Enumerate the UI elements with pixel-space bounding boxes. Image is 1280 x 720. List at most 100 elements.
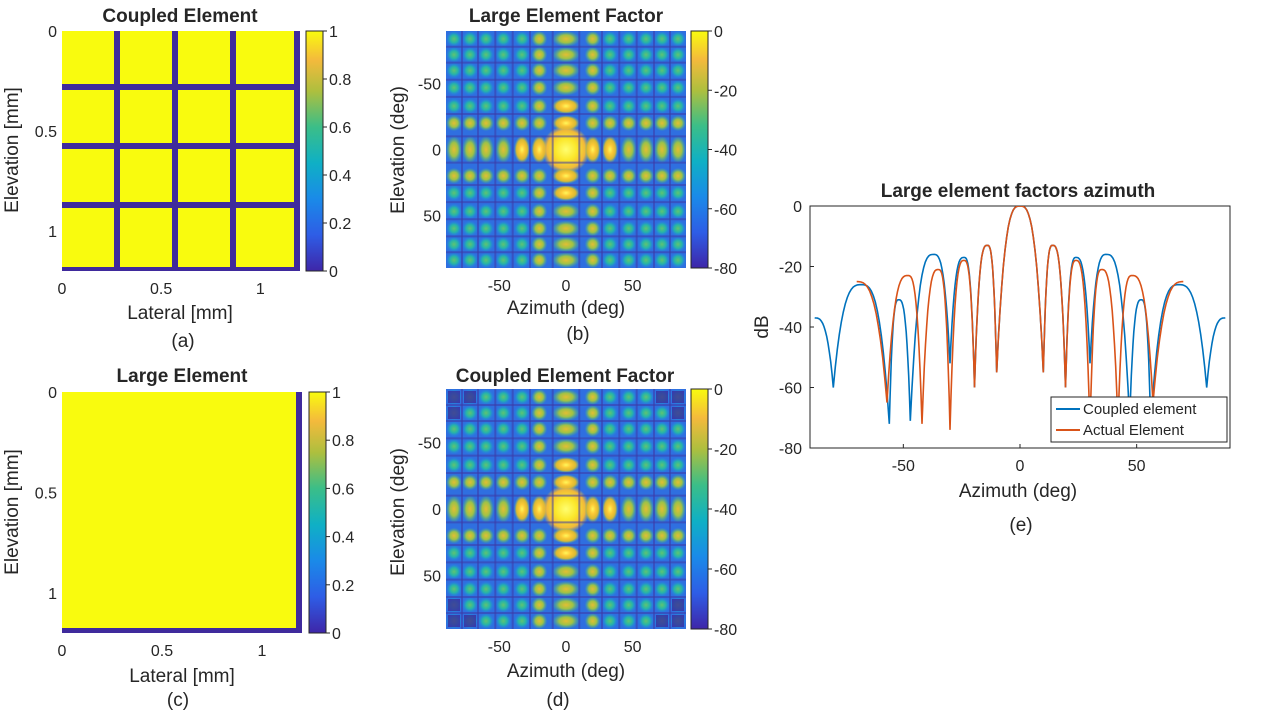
lobe [638,62,654,79]
colorbar-tick-label: -80 [714,622,737,639]
colorbar-tick-label: -20 [714,83,737,100]
lobe [495,581,512,597]
corner-null [656,391,668,403]
lobe [495,252,512,268]
panel-a-caption: (a) [171,331,194,352]
lobe [620,495,637,523]
x-tick-label: 0.5 [150,281,172,298]
lobe [495,203,512,220]
lobe [638,581,654,597]
lobe [462,46,478,63]
lobe [478,236,494,253]
lobe [670,98,686,115]
lobe [495,98,512,115]
colorbar-tick-label: -40 [714,143,737,160]
element-cell [236,90,294,143]
colorbar-tick-label: 0 [329,264,338,281]
lobe [446,31,462,47]
x-tick-label: -50 [488,278,511,295]
panel-d-ylabel: Elevation (deg) [388,448,409,576]
colorbar-tick-label: -60 [714,562,737,579]
colorbar-tick-label: -40 [714,502,737,519]
lobe [602,220,618,237]
lobe [654,421,670,437]
lobe [495,438,512,455]
lobe [446,98,462,115]
panel-b-caption: (b) [566,324,589,345]
lobe [478,457,494,473]
lobe [670,62,686,79]
lobe-field [446,31,686,268]
lobe [584,115,601,132]
lobe [552,581,580,597]
lobe [620,421,637,437]
lobe [462,167,478,184]
lobe [552,527,580,544]
lobe [552,405,580,421]
panel-d-colorbar: 0 -20 -40 -60 -80 [690,382,737,639]
y-tick-label: -40 [779,320,802,337]
lobe [584,405,601,421]
panel-a-xlabel: Lateral [mm] [127,303,233,324]
lobe [478,203,494,220]
lobe [602,597,618,613]
colorbar-tick-label: 0.6 [332,481,354,498]
lobe [478,597,494,613]
panel-c-x-ticks: 0 0.5 1 [58,643,267,660]
lobe [478,115,494,132]
lobe [514,389,530,405]
lobe [478,98,494,115]
lobe [495,474,512,491]
lobe [638,167,654,184]
element-cell [178,208,230,267]
lobe [552,252,580,268]
lobe [584,545,601,561]
panel-a-title: Coupled Element [102,6,258,27]
corner-null [448,599,460,611]
panel-b-large-element-factor: Large Element Factor -50 0 50 -50 0 50 Azimu… [388,6,737,345]
lobe [584,167,601,184]
lobe-field [446,389,686,629]
x-tick-label: 0 [58,281,67,298]
lobe [670,167,686,184]
lobe [638,389,654,405]
colorbar-tick-label: 0.8 [329,72,351,89]
lobe [552,597,580,613]
lobe [670,527,686,544]
lobe [654,545,670,561]
colorbar-tick-label: -20 [714,442,737,459]
lobe [620,438,637,455]
panel-a-y-ticks: 00.51 [35,24,57,241]
lobe [514,613,530,629]
lobe [462,220,478,237]
y-tick-label: 1 [48,586,57,603]
lobe [446,495,462,523]
lobe [654,495,670,523]
x-tick-label: 50 [624,639,642,656]
x-tick-label: 0 [562,278,571,295]
panel-a-colorbar: 1 0.8 0.6 0.4 0.2 0 [305,24,351,281]
lobe [478,167,494,184]
lobe [670,79,686,96]
series-line-actual [856,206,1184,430]
lobe [478,527,494,544]
element-cell [120,208,172,267]
panel-b-xlabel: Azimuth (deg) [507,298,625,319]
lobe [495,236,512,253]
legend-label-actual: Actual Element [1083,422,1185,439]
panel-c-large-element: Large Element 0 0.5 1 00.51 Lateral [mm] E… [2,366,354,711]
lobe [654,79,670,96]
lobe [514,581,530,597]
lobe [638,31,654,47]
lobe [542,485,590,533]
panel-d-coupled-element-factor: Coupled Element Factor -50 0 50 -50 0 50 Azi… [388,366,737,711]
panel-c-xlabel: Lateral [mm] [129,666,235,687]
colorbar-tick-label: -80 [714,261,737,278]
lobe [495,597,512,613]
lobe [602,545,618,561]
colorbar-tick-label: 1 [329,24,338,41]
lobe [462,581,478,597]
lobe [620,527,637,544]
lobe [495,405,512,421]
